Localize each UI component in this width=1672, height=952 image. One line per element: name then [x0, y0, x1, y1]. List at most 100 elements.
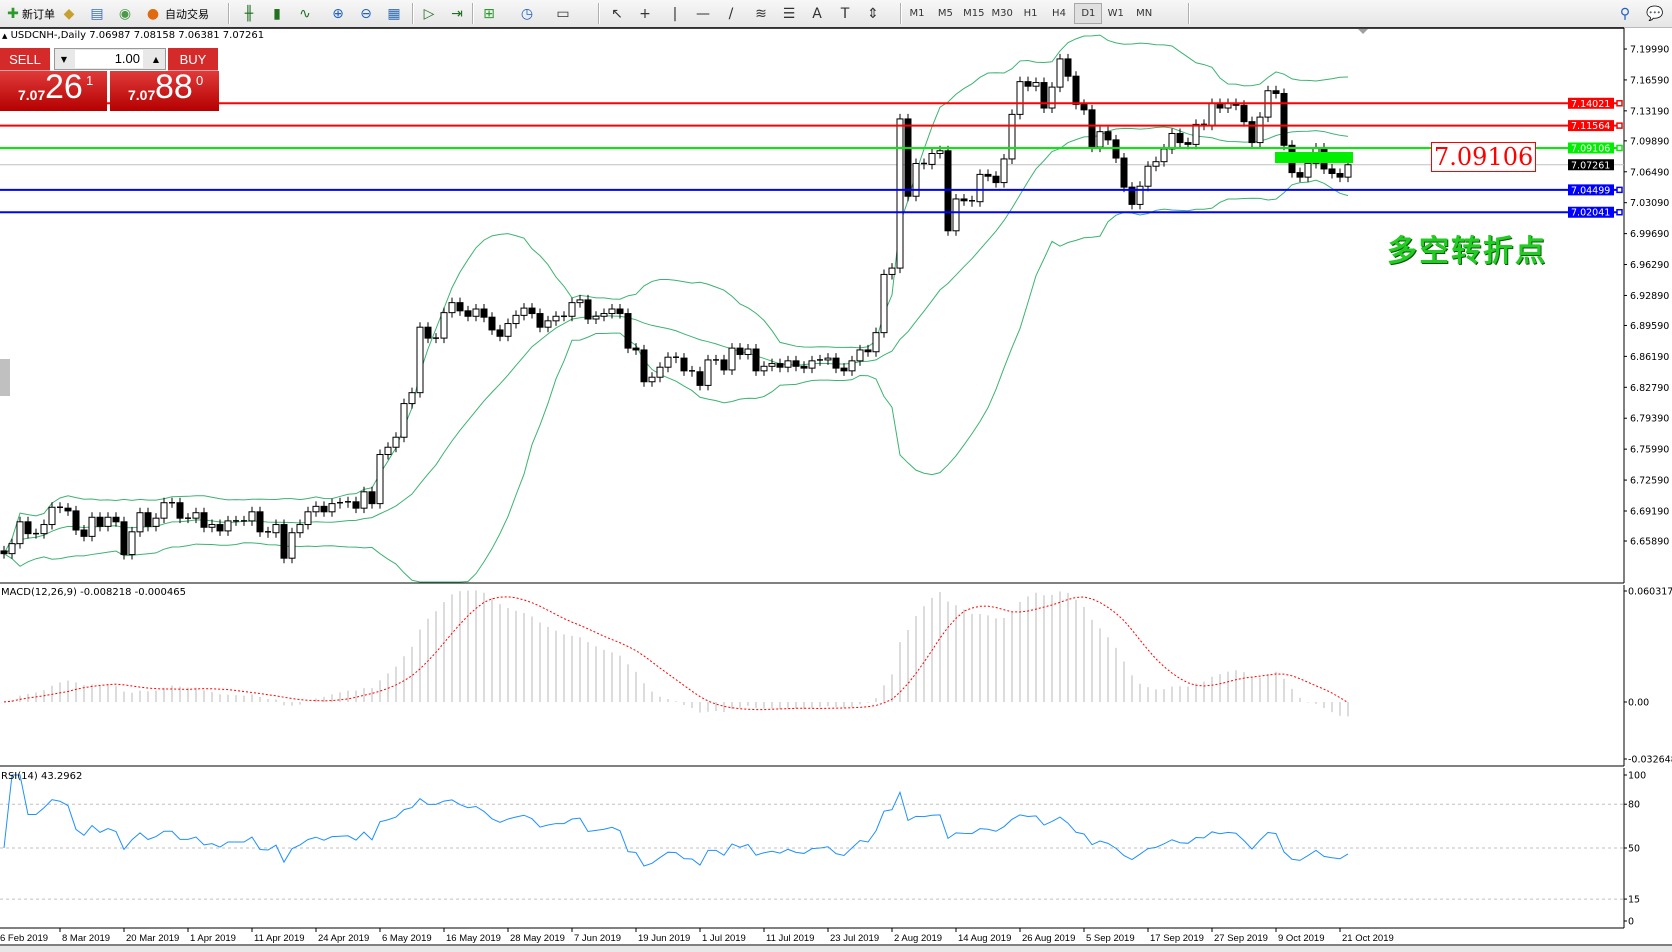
- candle: [320, 501, 328, 517]
- fibonacci-icon[interactable]: ≋: [755, 5, 767, 22]
- candle-body: [1064, 58, 1072, 77]
- line-chart-icon[interactable]: ∿: [299, 5, 311, 22]
- candle: [192, 507, 200, 524]
- candle: [776, 358, 784, 373]
- chart-shift-marker-icon: [1358, 29, 1368, 34]
- history-center-icon[interactable]: ▤: [90, 5, 104, 22]
- candle-body: [576, 299, 584, 304]
- signal-icon[interactable]: ◉: [118, 5, 132, 22]
- candle-body: [128, 531, 136, 556]
- candle-body: [488, 316, 496, 331]
- candle-body: [104, 516, 112, 527]
- timeframe-d1-button[interactable]: D1: [1074, 3, 1103, 24]
- candle: [1120, 153, 1128, 193]
- text-icon[interactable]: A: [812, 5, 822, 22]
- candle: [1216, 98, 1224, 114]
- candlestick-chart-icon[interactable]: ▮: [273, 5, 281, 22]
- candle: [616, 304, 624, 319]
- candle: [1344, 159, 1352, 183]
- vertical-line-icon[interactable]: |: [672, 5, 678, 22]
- cursor-icon[interactable]: ↖: [611, 5, 623, 22]
- buy-button[interactable]: BUY: [168, 48, 218, 71]
- chart-ohlc-header: USDCNH-,Daily 7.06987 7.08158 7.06381 7.…: [10, 30, 265, 41]
- text-label-icon[interactable]: T: [840, 5, 850, 22]
- timeframe-mn-button[interactable]: MN: [1136, 8, 1153, 19]
- sell-price-button[interactable]: 7.07 26 1: [0, 68, 107, 111]
- candle: [384, 442, 392, 460]
- lot-size-stepper[interactable]: ▼ 1.00 ▲: [54, 48, 166, 70]
- indicators-icon[interactable]: ⊞: [483, 5, 495, 22]
- arrows-icon[interactable]: ⇕: [867, 5, 879, 22]
- crosshair-icon[interactable]: +: [639, 5, 651, 22]
- new-order-icon[interactable]: ✚: [7, 5, 19, 22]
- candle-body: [1000, 158, 1008, 184]
- increase-lot-icon[interactable]: ▲: [152, 54, 160, 64]
- auto-trading-icon[interactable]: ●: [146, 5, 160, 22]
- chat-icon[interactable]: 💬: [1646, 5, 1664, 22]
- candle: [921, 158, 927, 170]
- price-tick-label: 6.72590: [1630, 476, 1669, 487]
- scroll-handle[interactable]: [0, 359, 10, 396]
- candle: [872, 327, 880, 357]
- search-icon[interactable]: ⚲: [1619, 5, 1631, 22]
- timeframe-h4-button[interactable]: H4: [1052, 8, 1066, 19]
- candle-body: [872, 332, 880, 353]
- candle-body: [80, 529, 88, 537]
- templates-icon[interactable]: ▭: [556, 5, 570, 22]
- timeframe-m5-button[interactable]: M5: [937, 8, 953, 19]
- candle: [80, 524, 88, 542]
- candle-body: [848, 360, 856, 372]
- decrease-lot-icon[interactable]: ▼: [60, 54, 68, 64]
- candle: [1280, 88, 1288, 151]
- auto-trading-button[interactable]: 自动交易: [165, 7, 209, 21]
- bar-chart-icon[interactable]: ╫: [244, 5, 254, 22]
- auto-scroll-icon[interactable]: ▷: [423, 5, 435, 22]
- candle: [408, 387, 416, 409]
- periods-icon[interactable]: ◷: [520, 5, 534, 22]
- time-tick-label: 5 Sep 2019: [1086, 933, 1135, 944]
- candle: [480, 304, 488, 323]
- candle: [280, 519, 288, 564]
- annotation-text[interactable]: 多空转折点: [1387, 234, 1547, 269]
- candle-body: [1336, 173, 1344, 178]
- candle-body: [368, 491, 376, 505]
- price-tick-label: 7.09890: [1630, 136, 1669, 147]
- candle: [1328, 163, 1336, 179]
- timeframe-m1-button[interactable]: M1: [909, 8, 925, 19]
- timeframe-m30-button[interactable]: M30: [991, 8, 1013, 19]
- trendline-icon[interactable]: /: [728, 5, 734, 22]
- annotation-price-box[interactable]: 7.09106: [1431, 142, 1537, 172]
- candle-body: [720, 359, 728, 371]
- horizontal-line-icon[interactable]: —: [696, 5, 710, 22]
- buy-price-button[interactable]: 7.07 88 0: [110, 68, 219, 111]
- candle: [880, 269, 888, 338]
- fibo-fan-icon[interactable]: ☰: [782, 5, 796, 22]
- candle-body: [1240, 104, 1248, 123]
- new-order-button[interactable]: 新订单: [22, 7, 55, 21]
- gold-bars-icon[interactable]: ◆: [63, 5, 75, 22]
- macd-tick-label: 0.00: [1628, 698, 1649, 709]
- zoom-in-icon[interactable]: ⊕: [332, 5, 344, 22]
- zoom-out-icon[interactable]: ⊖: [360, 5, 372, 22]
- candle: [40, 519, 48, 539]
- lot-size-input[interactable]: 1.00: [75, 50, 143, 68]
- chart-shift-icon[interactable]: ⇥: [451, 5, 463, 22]
- price-tick-label: 6.92890: [1630, 291, 1669, 302]
- rsi-tick-label: 80: [1628, 800, 1640, 811]
- candle: [1152, 156, 1160, 172]
- sell-button[interactable]: SELL: [0, 48, 50, 71]
- candle: [928, 148, 936, 170]
- price-line-label-bg: [1568, 184, 1614, 196]
- candle: [272, 519, 280, 538]
- candle-body: [360, 491, 368, 509]
- timeframe-h1-button[interactable]: H1: [1023, 8, 1038, 19]
- candle: [817, 354, 823, 366]
- candle-body: [408, 392, 416, 405]
- tile-windows-icon[interactable]: ▦: [387, 5, 401, 22]
- time-tick-label: 6 May 2019: [382, 933, 432, 944]
- timeframe-m15-button[interactable]: M15: [963, 8, 985, 19]
- candle: [720, 354, 728, 375]
- candle: [288, 527, 296, 564]
- timeframe-w1-button[interactable]: W1: [1107, 8, 1124, 19]
